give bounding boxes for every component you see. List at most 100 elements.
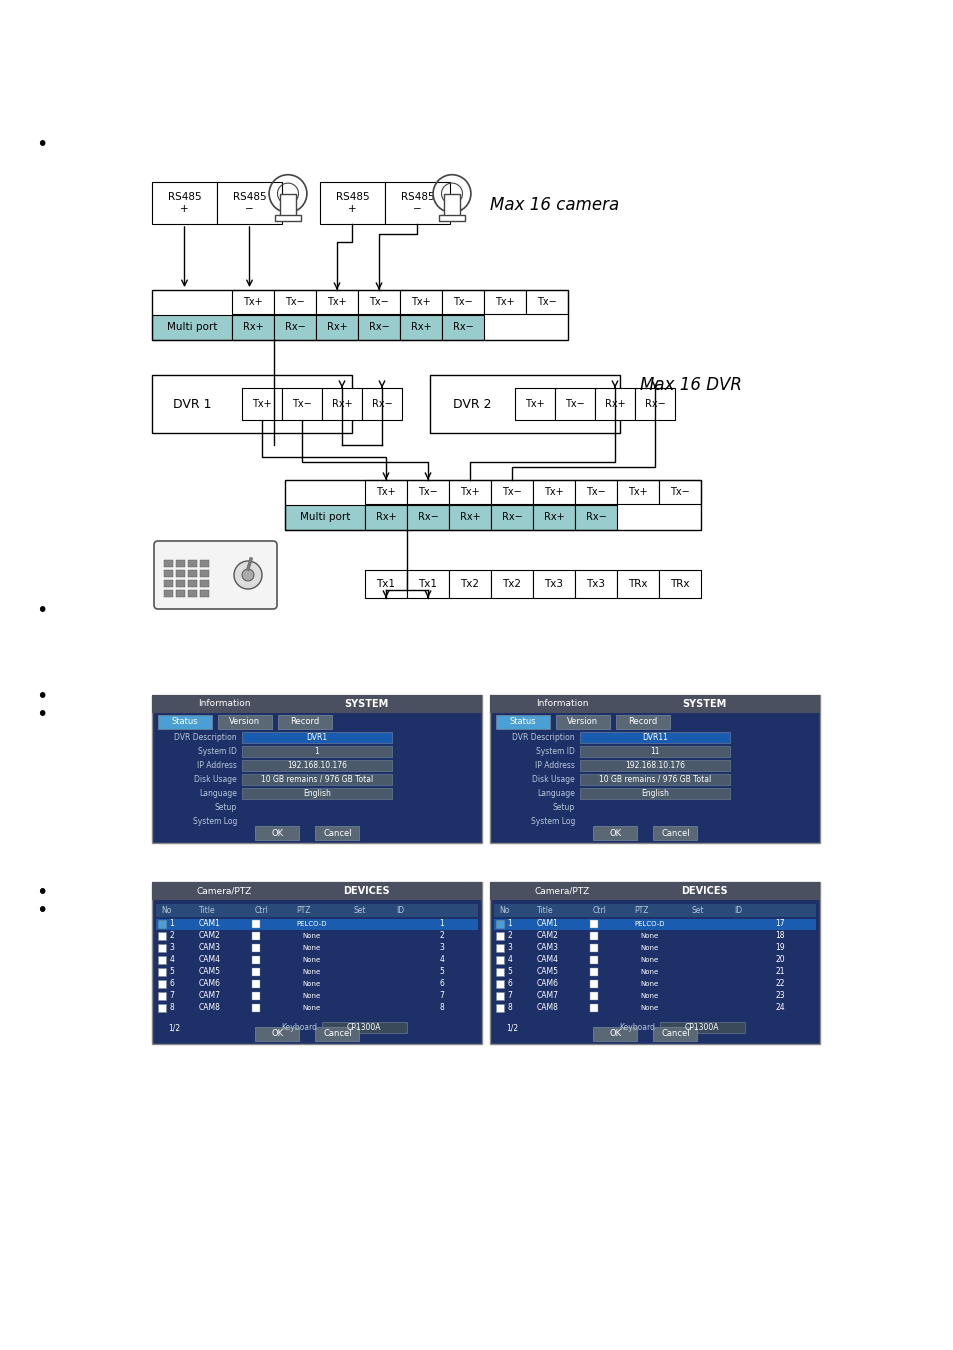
Text: PELCO-D: PELCO-D: [634, 921, 664, 927]
Text: 18: 18: [775, 931, 784, 941]
FancyBboxPatch shape: [449, 481, 491, 504]
Text: Tx−: Tx−: [285, 297, 305, 306]
Bar: [200, 570, 209, 576]
Text: None: None: [302, 957, 321, 963]
Text: 5: 5: [439, 968, 444, 976]
Text: Rx+: Rx+: [332, 400, 352, 409]
Text: CP1300A: CP1300A: [346, 1023, 381, 1033]
Bar: [252, 919, 260, 927]
Text: CAM8: CAM8: [537, 1003, 558, 1012]
Text: 19: 19: [775, 944, 784, 953]
Text: 20: 20: [775, 956, 784, 964]
FancyBboxPatch shape: [152, 375, 352, 433]
FancyBboxPatch shape: [152, 695, 481, 713]
Text: None: None: [302, 945, 321, 950]
FancyBboxPatch shape: [322, 1022, 407, 1033]
Text: Tx+: Tx+: [495, 297, 515, 306]
Text: 7: 7: [507, 991, 512, 1000]
Bar: [188, 570, 196, 576]
Text: RS485
−: RS485 −: [233, 192, 266, 213]
Text: Version: Version: [567, 717, 598, 726]
Text: DVR1: DVR1: [306, 733, 327, 741]
FancyBboxPatch shape: [274, 315, 315, 340]
Bar: [158, 968, 166, 976]
Text: ID: ID: [733, 906, 741, 915]
Text: Camera/PTZ: Camera/PTZ: [196, 887, 252, 895]
FancyBboxPatch shape: [315, 1027, 359, 1041]
Bar: [589, 931, 598, 940]
Text: Record: Record: [628, 717, 657, 726]
FancyBboxPatch shape: [315, 315, 357, 340]
Text: Max 16 camera: Max 16 camera: [490, 196, 618, 215]
Bar: [496, 980, 503, 988]
Text: Tx−: Tx−: [501, 487, 521, 497]
FancyBboxPatch shape: [494, 967, 815, 977]
Text: CAM7: CAM7: [537, 991, 558, 1000]
Text: •: •: [36, 883, 48, 903]
Text: 1/2: 1/2: [168, 1023, 180, 1033]
Text: CAM1: CAM1: [199, 919, 221, 929]
Text: DEVICES: DEVICES: [680, 886, 727, 896]
Bar: [188, 580, 196, 587]
FancyBboxPatch shape: [595, 387, 635, 420]
Text: 4: 4: [170, 956, 174, 964]
Text: System ID: System ID: [536, 747, 575, 756]
Bar: [496, 956, 503, 964]
Bar: [589, 956, 598, 964]
Bar: [188, 590, 196, 597]
Text: 24: 24: [775, 1003, 784, 1012]
Bar: [496, 1004, 503, 1012]
Text: •: •: [36, 687, 48, 706]
FancyBboxPatch shape: [407, 481, 449, 504]
Text: Rx−: Rx−: [644, 400, 664, 409]
FancyBboxPatch shape: [575, 505, 617, 531]
Text: Tx−: Tx−: [669, 487, 689, 497]
FancyBboxPatch shape: [322, 387, 361, 420]
Text: English: English: [303, 788, 331, 798]
Text: •: •: [36, 601, 48, 620]
FancyBboxPatch shape: [579, 774, 729, 784]
FancyBboxPatch shape: [533, 505, 575, 531]
Text: 10 GB remains / 976 GB Total: 10 GB remains / 976 GB Total: [260, 775, 373, 783]
Text: 192.168.10.176: 192.168.10.176: [624, 760, 684, 770]
FancyBboxPatch shape: [255, 1027, 299, 1041]
FancyBboxPatch shape: [315, 826, 359, 840]
Text: Set: Set: [354, 906, 366, 915]
FancyBboxPatch shape: [242, 760, 392, 771]
Text: DVR 1: DVR 1: [172, 397, 211, 410]
Text: Camera/PTZ: Camera/PTZ: [535, 887, 590, 895]
Bar: [175, 560, 185, 567]
FancyBboxPatch shape: [490, 882, 820, 900]
Text: OK: OK: [271, 829, 283, 837]
FancyBboxPatch shape: [430, 375, 619, 433]
Text: CAM6: CAM6: [537, 980, 558, 988]
Text: Disk Usage: Disk Usage: [194, 775, 236, 783]
Text: CAM8: CAM8: [199, 1003, 221, 1012]
Bar: [158, 956, 166, 964]
Text: Version: Version: [230, 717, 260, 726]
Text: Tx+: Tx+: [375, 487, 395, 497]
FancyBboxPatch shape: [365, 505, 407, 531]
Text: CAM6: CAM6: [199, 980, 221, 988]
Text: Tx−: Tx−: [585, 487, 605, 497]
FancyBboxPatch shape: [490, 695, 820, 713]
Text: 3: 3: [507, 944, 512, 953]
Text: System Log: System Log: [193, 817, 236, 825]
Bar: [164, 570, 172, 576]
Text: RS485
+: RS485 +: [335, 192, 369, 213]
Text: IP Address: IP Address: [535, 760, 575, 770]
Bar: [496, 919, 503, 927]
FancyBboxPatch shape: [242, 774, 392, 784]
Text: CAM5: CAM5: [199, 968, 221, 976]
FancyBboxPatch shape: [491, 570, 533, 598]
Text: Keyboard: Keyboard: [281, 1023, 316, 1033]
FancyBboxPatch shape: [659, 481, 700, 504]
FancyBboxPatch shape: [533, 481, 575, 504]
Text: 1: 1: [439, 919, 444, 929]
FancyBboxPatch shape: [156, 979, 477, 990]
Text: •: •: [36, 900, 48, 919]
FancyBboxPatch shape: [575, 481, 617, 504]
FancyBboxPatch shape: [232, 290, 274, 315]
FancyBboxPatch shape: [496, 716, 550, 729]
FancyBboxPatch shape: [216, 182, 282, 224]
